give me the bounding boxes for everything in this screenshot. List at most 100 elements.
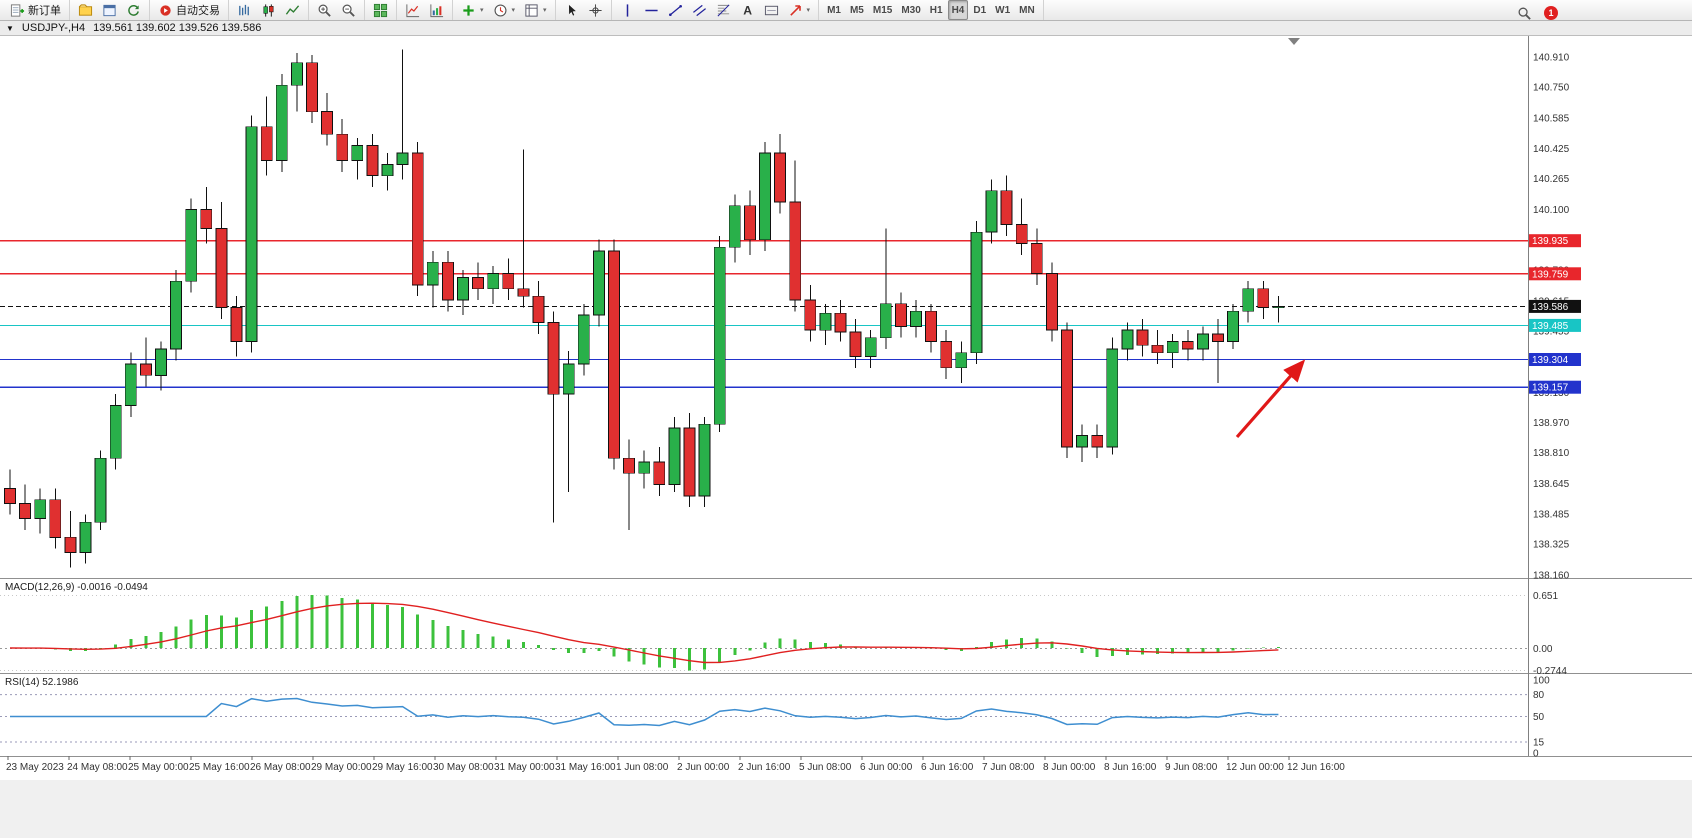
svg-text:30 May 08:00: 30 May 08:00: [433, 762, 494, 773]
svg-text:8 Jun 00:00: 8 Jun 00:00: [1043, 762, 1096, 773]
chart-profile-button[interactable]: [425, 0, 448, 20]
svg-text:2 Jun 00:00: 2 Jun 00:00: [677, 762, 730, 773]
svg-text:140.425: 140.425: [1533, 144, 1570, 155]
notification-badge[interactable]: 1: [1544, 6, 1558, 20]
channel-tool[interactable]: [688, 0, 711, 20]
price-chart-svg[interactable]: 140.910 140.750 140.585 140.425 140.265 140.1…: [0, 36, 1692, 780]
line-chart-button[interactable]: [281, 0, 304, 20]
chart-up-icon: [406, 3, 420, 17]
chart-ohlc-values: 139.561 139.602 139.526 139.586: [93, 22, 262, 34]
svg-text:8 Jun 16:00: 8 Jun 16:00: [1104, 762, 1157, 773]
chart-shift-marker[interactable]: [1288, 38, 1300, 45]
svg-text:140.585: 140.585: [1533, 114, 1570, 125]
templates-button[interactable]: ▾: [520, 0, 551, 20]
svg-text:139.157: 139.157: [1532, 383, 1569, 394]
zoom-in-button[interactable]: [313, 0, 336, 20]
dropdown-arrow-icon: ▾: [480, 7, 484, 14]
tf-m15[interactable]: M15: [872, 4, 893, 16]
svg-text:25 May 16:00: 25 May 16:00: [189, 762, 250, 773]
svg-text:31 May 16:00: 31 May 16:00: [555, 762, 616, 773]
label-tool[interactable]: [760, 0, 783, 20]
svg-text:80: 80: [1533, 690, 1545, 701]
cursor-tool[interactable]: [560, 0, 583, 20]
tf-m30[interactable]: M30: [901, 4, 921, 16]
tf-mn[interactable]: MN: [1019, 4, 1035, 16]
hline-icon: [644, 9, 658, 11]
periods-button[interactable]: ▾: [489, 0, 520, 20]
panel-separators[interactable]: [0, 578, 1692, 757]
svg-text:140.910: 140.910: [1533, 53, 1570, 64]
profiles-button[interactable]: [74, 0, 97, 20]
tile-icon: [373, 3, 388, 17]
svg-text:140.100: 140.100: [1533, 205, 1570, 216]
svg-text:0: 0: [1533, 749, 1539, 760]
rsi-panel: [0, 694, 1528, 743]
price-tag-139.759: [1529, 267, 1581, 281]
new-order-button[interactable]: 新订单: [6, 0, 65, 20]
svg-text:139.485: 139.485: [1532, 321, 1569, 332]
price-tag-139.485: [1529, 318, 1581, 332]
macd-panel: [0, 595, 1528, 671]
zoom-out-icon: [342, 4, 355, 17]
svg-text:15: 15: [1533, 738, 1545, 749]
horizontal-line-tool[interactable]: [640, 0, 663, 20]
line-icon: [285, 4, 300, 15]
cursor-icon: [567, 3, 577, 16]
zoom-out-button[interactable]: [337, 0, 360, 20]
new-order-icon: [10, 3, 25, 17]
tile-windows-button[interactable]: [369, 0, 392, 20]
svg-text:139.935: 139.935: [1532, 236, 1569, 247]
crosshair-icon: [588, 3, 602, 17]
svg-text:138.160: 138.160: [1533, 571, 1570, 582]
indicators-button[interactable]: ▾: [457, 0, 488, 20]
frame-icon: [764, 5, 778, 15]
chart-area: 140.910 140.750 140.585 140.425 140.265 140.1…: [0, 36, 1692, 780]
svg-text:138.325: 138.325: [1533, 539, 1570, 550]
tf-h1[interactable]: H1: [929, 4, 943, 16]
auto-trading-button[interactable]: 自动交易: [154, 0, 224, 20]
tf-m5[interactable]: M5: [849, 4, 864, 16]
autotrade-icon: [160, 4, 171, 16]
vertical-line-tool[interactable]: [616, 0, 639, 20]
svg-text:12 Jun 16:00: 12 Jun 16:00: [1287, 762, 1345, 773]
candlestick-chart-button[interactable]: [257, 0, 280, 20]
svg-text:7 Jun 08:00: 7 Jun 08:00: [982, 762, 1035, 773]
channel-icon: [692, 4, 706, 16]
market-watch-button[interactable]: [98, 0, 121, 20]
svg-text:6 Jun 16:00: 6 Jun 16:00: [921, 762, 974, 773]
refresh-button[interactable]: [122, 0, 145, 20]
toolbar-right: 1: [1513, 3, 1558, 23]
svg-text:138.810: 138.810: [1533, 448, 1570, 459]
svg-text:25 May 00:00: 25 May 00:00: [128, 762, 189, 773]
fibonacci-tool[interactable]: [712, 0, 735, 20]
bar-chart-button[interactable]: [233, 0, 256, 20]
price-axis[interactable]: 140.910 140.750 140.585 140.425 140.265 140.1…: [1528, 36, 1582, 760]
search-button[interactable]: [1513, 3, 1536, 23]
svg-text:A: A: [743, 3, 752, 17]
dropdown-arrow-icon: ▾: [511, 7, 516, 14]
one-click-trading-toggle[interactable]: ▼: [6, 23, 14, 33]
new-chart-button[interactable]: [401, 0, 424, 20]
vline-icon: [626, 3, 628, 17]
time-axis[interactable]: 23 May 2023 24 May 08:00 25 May 00:00 25 Ma…: [6, 756, 1345, 773]
bars-icon: [239, 4, 249, 15]
chart-title-bar: ▼ USDJPY-,H4 139.561 139.602 139.526 139…: [0, 21, 1692, 36]
svg-text:23 May 2023: 23 May 2023: [6, 762, 64, 773]
svg-text:24 May 08:00: 24 May 08:00: [67, 762, 128, 773]
price-tag-139.935: [1529, 234, 1581, 248]
tf-m1[interactable]: M1: [827, 4, 841, 16]
svg-text:26 May 08:00: 26 May 08:00: [250, 762, 311, 773]
rsi-line: [10, 697, 1279, 727]
text-tool[interactable]: A: [736, 0, 759, 20]
tf-d1[interactable]: D1: [973, 4, 987, 16]
tf-h4[interactable]: H4: [947, 0, 969, 20]
candles-layer: [4, 49, 1285, 568]
main-toolbar: 新订单 自动交易 ▾ ▾ ▾ A ▾ M1 M5 M15 M30 H1 H4 D1 W1 MN: [0, 0, 1692, 21]
svg-text:1 Jun 08:00: 1 Jun 08:00: [616, 762, 669, 773]
trendline-tool[interactable]: [664, 0, 687, 20]
crosshair-tool[interactable]: [584, 0, 607, 20]
svg-text:139.586: 139.586: [1532, 302, 1569, 313]
tf-w1[interactable]: W1: [995, 4, 1011, 16]
arrow-objects-button[interactable]: ▾: [784, 0, 815, 20]
arrow-annotation[interactable]: [1235, 359, 1306, 439]
